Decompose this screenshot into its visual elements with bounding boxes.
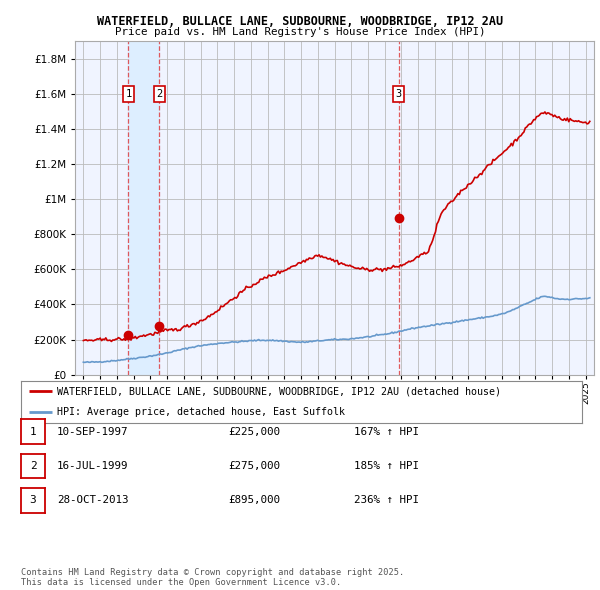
Text: 236% ↑ HPI: 236% ↑ HPI bbox=[354, 496, 419, 505]
Text: Price paid vs. HM Land Registry's House Price Index (HPI): Price paid vs. HM Land Registry's House … bbox=[115, 27, 485, 37]
Text: WATERFIELD, BULLACE LANE, SUDBOURNE, WOODBRIDGE, IP12 2AU (detached house): WATERFIELD, BULLACE LANE, SUDBOURNE, WOO… bbox=[58, 386, 502, 396]
Text: £275,000: £275,000 bbox=[228, 461, 280, 471]
Text: 167% ↑ HPI: 167% ↑ HPI bbox=[354, 427, 419, 437]
Text: 1: 1 bbox=[29, 427, 37, 437]
Text: 10-SEP-1997: 10-SEP-1997 bbox=[57, 427, 128, 437]
Text: 2: 2 bbox=[156, 89, 163, 99]
Text: 3: 3 bbox=[395, 89, 402, 99]
Text: Contains HM Land Registry data © Crown copyright and database right 2025.
This d: Contains HM Land Registry data © Crown c… bbox=[21, 568, 404, 587]
Text: £225,000: £225,000 bbox=[228, 427, 280, 437]
Text: 2: 2 bbox=[29, 461, 37, 471]
Text: £895,000: £895,000 bbox=[228, 496, 280, 505]
Bar bbox=[128, 41, 160, 375]
Text: 28-OCT-2013: 28-OCT-2013 bbox=[57, 496, 128, 505]
Text: HPI: Average price, detached house, East Suffolk: HPI: Average price, detached house, East… bbox=[58, 408, 346, 417]
Text: WATERFIELD, BULLACE LANE, SUDBOURNE, WOODBRIDGE, IP12 2AU: WATERFIELD, BULLACE LANE, SUDBOURNE, WOO… bbox=[97, 15, 503, 28]
Text: 16-JUL-1999: 16-JUL-1999 bbox=[57, 461, 128, 471]
Text: 1: 1 bbox=[125, 89, 131, 99]
Text: 3: 3 bbox=[29, 496, 37, 505]
Text: 185% ↑ HPI: 185% ↑ HPI bbox=[354, 461, 419, 471]
